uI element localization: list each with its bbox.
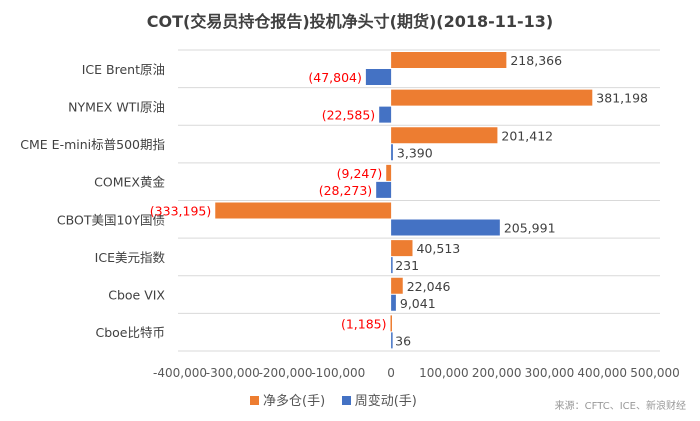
legend: 净多仓(手) 周变动(手) — [250, 390, 417, 409]
x-tick-label: 500,000 — [630, 366, 680, 380]
category-label: NYMEX WTI原油 — [68, 99, 165, 114]
bar — [391, 294, 396, 311]
x-tick-label: -400,000 — [153, 366, 207, 380]
category-label: CBOT美国10Y国债 — [57, 212, 165, 227]
bar — [386, 164, 392, 181]
x-tick-label: 300,000 — [525, 366, 575, 380]
data-label: 201,412 — [501, 128, 553, 143]
category-label: CME E-mini标普500期指 — [20, 137, 165, 152]
bar — [365, 69, 392, 85]
data-label: (333,195) — [150, 204, 211, 219]
legend-item-net: 净多仓(手) — [250, 394, 325, 409]
category-label: ICE美元指数 — [95, 250, 166, 265]
legend-item-change: 周变动(手) — [341, 394, 417, 409]
data-label: 205,991 — [504, 221, 556, 236]
x-tick-label: 100,000 — [419, 366, 469, 380]
bar — [391, 240, 413, 257]
category-label: COMEX黄金 — [94, 175, 165, 190]
bar — [390, 315, 392, 332]
data-label: 9,041 — [400, 296, 436, 311]
category-label: ICE Brent原油 — [82, 62, 165, 77]
bar — [391, 219, 500, 236]
x-tick-label: -200,000 — [259, 366, 313, 380]
data-label: (22,585) — [322, 108, 376, 123]
category-label: Cboe比特币 — [95, 325, 165, 340]
legend-label: 周变动(手) — [354, 394, 417, 409]
data-label: 218,366 — [510, 53, 562, 68]
legend-label: 净多仓(手) — [263, 394, 326, 409]
bar — [391, 89, 593, 106]
category-label: Cboe VIX — [108, 288, 165, 303]
x-tick-label: 0 — [387, 366, 395, 380]
data-label: (9,247) — [337, 166, 383, 181]
x-tick-label: 400,000 — [577, 366, 627, 380]
data-label: 381,198 — [596, 91, 648, 106]
data-label: (47,804) — [308, 70, 362, 85]
legend-swatch — [250, 396, 259, 405]
bar — [391, 257, 393, 274]
data-label: 22,046 — [407, 279, 451, 294]
legend-swatch — [341, 396, 351, 405]
data-label: 3,390 — [397, 145, 433, 160]
x-tick-label: -100,000 — [311, 366, 365, 380]
bar — [376, 181, 392, 198]
bar — [379, 106, 392, 123]
data-label: 40,513 — [416, 241, 460, 256]
data-label: 231 — [395, 258, 419, 273]
x-tick-label: -300,000 — [206, 366, 260, 380]
chart-title: COT(交易员持仓报告)投机净头寸(期货)(2018-11-13) — [146, 12, 554, 31]
bar — [215, 202, 392, 219]
source-note: 来源：CFTC、ICE、新浪财经 — [554, 401, 686, 412]
bar — [391, 144, 393, 161]
bar — [391, 52, 507, 68]
data-label: 36 — [395, 333, 411, 348]
x-tick-label: 200,000 — [472, 366, 522, 380]
bar — [391, 332, 393, 349]
bar — [391, 127, 498, 144]
data-label: (28,273) — [319, 183, 373, 198]
data-label: (1,185) — [341, 316, 387, 331]
bar — [391, 277, 403, 294]
